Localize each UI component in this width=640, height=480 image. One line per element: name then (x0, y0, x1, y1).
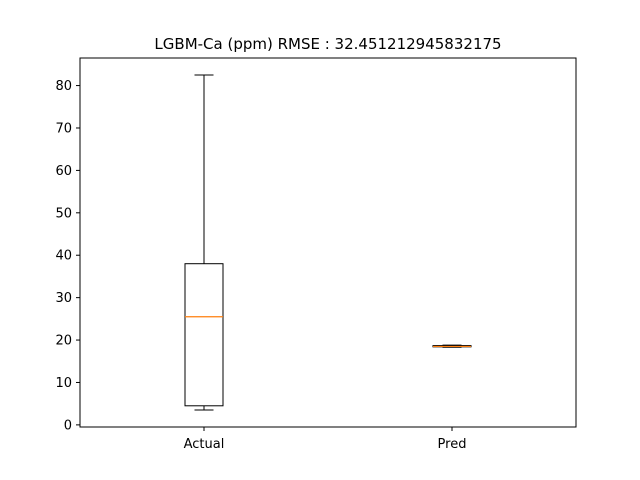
x-axis: Actual Pred (184, 427, 467, 452)
y-tick-label: 30 (55, 291, 72, 306)
box-actual (184, 74, 224, 411)
y-tick-label: 70 (55, 121, 72, 136)
y-tick-label: 10 (55, 376, 72, 391)
box-iqr (184, 263, 224, 407)
y-tick-label: 50 (55, 206, 72, 221)
x-tick-label: Actual (184, 437, 225, 452)
x-tick-label: Pred (438, 437, 467, 452)
plot-area (79, 57, 577, 428)
boxes (184, 74, 472, 411)
y-tick-label: 0 (64, 418, 72, 433)
y-tick-label: 60 (55, 164, 72, 179)
y-tick-label: 20 (55, 334, 72, 349)
y-tick-label: 40 (55, 249, 72, 264)
chart-title: LGBM-Ca (ppm) RMSE : 32.451212945832175 (154, 35, 501, 53)
box-pred (432, 344, 472, 348)
y-axis: 0 10 20 30 40 50 60 70 80 (55, 79, 80, 433)
y-tick-label: 80 (55, 79, 72, 94)
